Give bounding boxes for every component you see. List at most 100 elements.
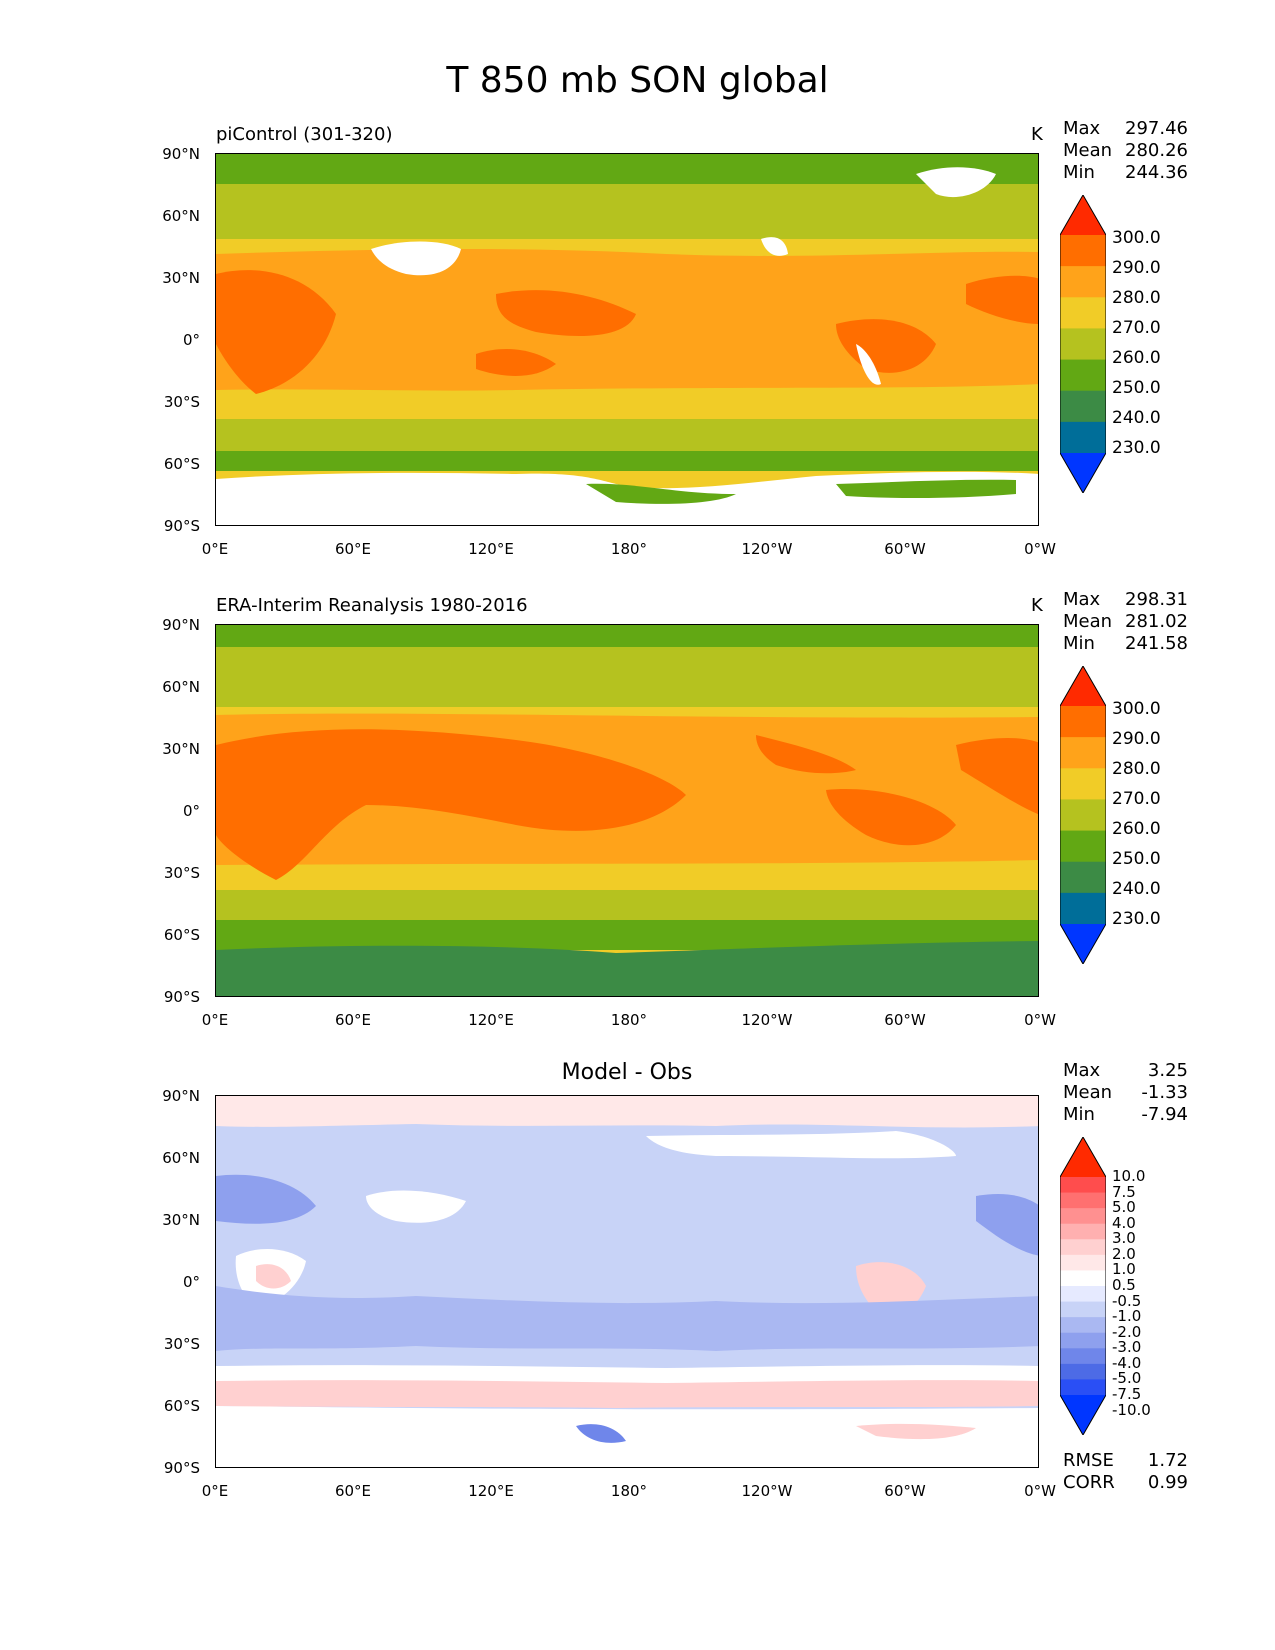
corr-label: CORR — [1063, 1472, 1115, 1493]
panel-1-xtick: 0°E — [201, 540, 229, 558]
colorbar-segment — [1060, 830, 1106, 863]
colorbar-segment — [1060, 1379, 1106, 1396]
panel-1-ytick: 90°S — [163, 517, 200, 535]
panel-3-cbar-tick: -1.0 — [1112, 1307, 1142, 1326]
panel-2-xtick: 120°W — [741, 1011, 793, 1029]
colorbar-cap-bottom — [1060, 924, 1106, 964]
panel-2-cbar-tick: 230.0 — [1112, 909, 1161, 929]
colorbar-segment — [1060, 1254, 1106, 1271]
panel-2-ytick: 60°N — [162, 678, 200, 696]
panel-2-cbar-tick: 270.0 — [1112, 789, 1161, 809]
panel-3-cbar-tick: 1.0 — [1112, 1260, 1136, 1279]
colorbar-segment — [1060, 706, 1106, 738]
panel-3-cbar-tick: 2.0 — [1112, 1244, 1136, 1263]
figure-title: T 850 mb SON global — [446, 60, 829, 101]
colorbar-cap-bottom — [1060, 1395, 1106, 1435]
panel-3-ytick: 0° — [182, 1273, 200, 1291]
panel-3-xtick: 0°E — [201, 1482, 229, 1500]
panel-2-cbar-tick: 250.0 — [1112, 849, 1161, 869]
stat-mean-value: -1.33 — [1141, 1082, 1188, 1103]
panel-1-cbar-tick: 290.0 — [1112, 258, 1161, 278]
panel-3-ytick: 60°S — [163, 1397, 200, 1415]
panel-2-map-field — [216, 625, 1038, 996]
stat-max-value: 297.46 — [1125, 118, 1188, 139]
colorbar-segment — [1060, 1177, 1106, 1194]
panel-2-cbar-tick: 280.0 — [1112, 759, 1161, 779]
panel-1-ytick: 30°S — [163, 393, 200, 411]
stat-mean-label: Mean — [1063, 1082, 1113, 1103]
colorbar-segment — [1060, 421, 1106, 454]
stat-min-label: Min — [1063, 633, 1095, 654]
panel-3-cbar-tick: 10.0 — [1112, 1167, 1146, 1185]
colorbar-segment — [1060, 359, 1106, 392]
corr-value: 0.99 — [1147, 1472, 1188, 1493]
panel-2-units: K — [1031, 595, 1043, 616]
panel-2-ytick: 60°S — [163, 926, 200, 944]
colorbar-cap-bottom — [1060, 453, 1106, 493]
panel-1-units: K — [1031, 124, 1043, 145]
panel-1-label: piControl (301-320) — [216, 124, 393, 145]
panel-1-ytick: 0° — [182, 331, 200, 349]
panel-3-xtick: 60°W — [884, 1482, 926, 1500]
panel-3-title: Model - Obs — [561, 1060, 693, 1085]
panel-3-map-field — [216, 1096, 1038, 1467]
panel-3-xtick: 120°E — [468, 1482, 514, 1500]
stat-max-label: Max — [1063, 118, 1101, 139]
panel-3-cbar-tick: 5.0 — [1112, 1198, 1136, 1217]
panel-2-xtick: 60°E — [334, 1011, 372, 1029]
colorbar-segment — [1060, 1332, 1106, 1349]
panel-1-cbar-tick: 280.0 — [1112, 288, 1161, 308]
stat-min-label: Min — [1063, 1104, 1095, 1125]
colorbar-segment — [1060, 1208, 1106, 1225]
panel-1-ytick: 90°N — [162, 145, 200, 163]
panel-3-cbar-tick: -2.0 — [1112, 1322, 1142, 1341]
panel-2-colorbar — [1060, 666, 1106, 964]
panel-1-map-field — [216, 154, 1038, 525]
panel-1-cbar-tick: 240.0 — [1112, 408, 1161, 428]
colorbar-segment — [1060, 1239, 1106, 1256]
colorbar-segment — [1060, 266, 1106, 298]
panel-1-xtick: 60°E — [334, 540, 372, 558]
colorbar-segment — [1060, 892, 1106, 925]
panel-2-stats: Max 298.31 Mean 281.02 Min 241.58 — [1063, 589, 1188, 655]
stat-mean-value: 280.26 — [1125, 140, 1188, 161]
panel-3-xtick: 0°W — [1024, 1482, 1056, 1500]
panel-1-ytick: 60°N — [162, 207, 200, 225]
panel-3-cbar-tick: -0.5 — [1112, 1291, 1142, 1310]
panel-1-cbar-tick: 270.0 — [1112, 318, 1161, 338]
panel-1-xtick: 0°W — [1024, 540, 1056, 558]
panel-3-cbar-tick: -5.0 — [1112, 1369, 1142, 1388]
panel-3-cbar-tick: 7.5 — [1112, 1182, 1136, 1201]
panel-3-cbar-tick: 0.5 — [1112, 1276, 1136, 1294]
panel-3-cbar-tick: -7.5 — [1112, 1385, 1142, 1403]
panel-2-xtick: 0°W — [1024, 1011, 1056, 1029]
panel-2-xtick: 180° — [610, 1011, 648, 1029]
colorbar-segment — [1060, 861, 1106, 894]
panel-1-stats: Max 297.46 Mean 280.26 Min 244.36 — [1063, 118, 1188, 184]
panel-1-cbar-tick: 250.0 — [1112, 378, 1161, 398]
stat-mean-label: Mean — [1063, 140, 1113, 161]
colorbar-segment — [1060, 768, 1106, 800]
colorbar-segment — [1060, 1270, 1106, 1287]
colorbar-cap-top — [1060, 1137, 1106, 1177]
colorbar-segment — [1060, 1286, 1106, 1303]
panel-1-cbar-tick: 230.0 — [1112, 438, 1161, 458]
panel-2-map — [215, 624, 1039, 997]
colorbar-cap-top — [1060, 195, 1106, 235]
panel-3-colorbar — [1060, 1137, 1106, 1435]
panel-2-cbar-tick: 240.0 — [1112, 879, 1161, 899]
stat-max-label: Max — [1063, 589, 1101, 610]
colorbar-segment — [1060, 328, 1106, 361]
panel-3-metrics: RMSE 1.72 CORR 0.99 — [1063, 1450, 1188, 1494]
panel-2-ytick: 90°S — [163, 988, 200, 1006]
colorbar-segment — [1060, 799, 1106, 832]
colorbar-segment — [1060, 1192, 1106, 1209]
panel-3-ytick: 30°N — [162, 1211, 200, 1229]
stat-min-value: 244.36 — [1125, 162, 1188, 183]
colorbar-segment — [1060, 1223, 1106, 1240]
panel-2-ytick: 0° — [182, 802, 200, 820]
panel-3-ytick: 90°N — [162, 1087, 200, 1105]
panel-2-ytick: 30°N — [162, 740, 200, 758]
panel-3-cbar-tick: -3.0 — [1112, 1338, 1142, 1357]
colorbar-cap-top — [1060, 666, 1106, 706]
